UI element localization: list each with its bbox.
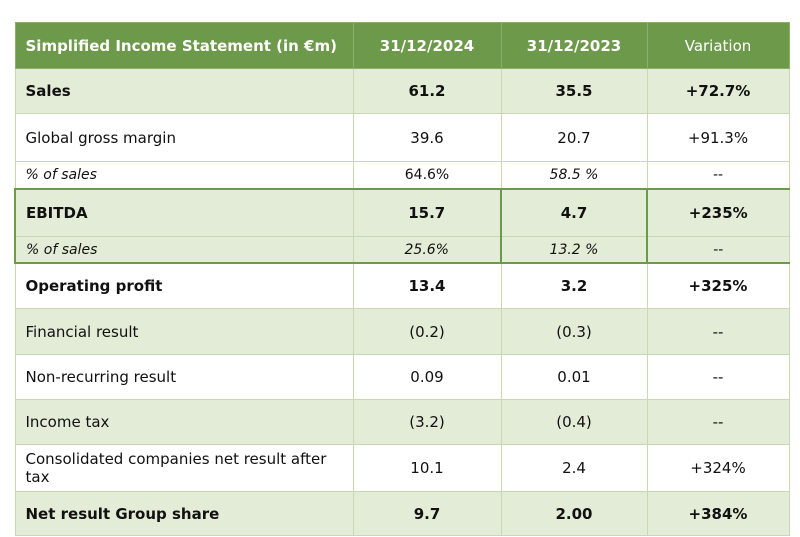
value-2023: (0.4) [500, 399, 648, 445]
variation: -- [646, 236, 790, 264]
row-label: Operating profit [14, 262, 354, 309]
value-2023: 58.5 % [500, 161, 648, 190]
value-2023: 0.01 [500, 354, 648, 400]
header-2024: 31/12/2024 [352, 22, 502, 69]
variation: -- [646, 354, 790, 400]
row-label: % of sales [14, 236, 354, 264]
value-2024: 9.7 [352, 491, 502, 536]
row-consolidated-net-result: Consolidated companies net result after … [14, 444, 790, 492]
variation: +384% [646, 491, 790, 536]
row-net-result-group-share: Net result Group share 9.7 2.00 +384% [14, 491, 790, 536]
value-2024: 39.6 [352, 113, 502, 162]
value-2024: 25.6% [352, 236, 502, 264]
variation: +325% [646, 262, 790, 309]
row-non-recurring: Non-recurring result 0.09 0.01 -- [14, 354, 790, 400]
income-statement-table: Simplified Income Statement (in €m) 31/1… [14, 22, 790, 536]
row-label: Financial result [14, 308, 354, 355]
row-label: Global gross margin [14, 113, 354, 162]
row-label: Sales [14, 68, 354, 114]
value-2024: 0.09 [352, 354, 502, 400]
row-label: Income tax [14, 399, 354, 445]
value-2024: 10.1 [352, 444, 502, 492]
value-2024: (3.2) [352, 399, 502, 445]
value-2023: 4.7 [500, 188, 648, 237]
header-variation: Variation [646, 22, 790, 69]
row-label: Net result Group share [14, 491, 354, 536]
value-2024: (0.2) [352, 308, 502, 355]
value-2023: 13.2 % [500, 236, 648, 264]
value-2024: 64.6% [352, 161, 502, 190]
variation: -- [646, 308, 790, 355]
value-2023: 2.4 [500, 444, 648, 492]
variation: +72.7% [646, 68, 790, 114]
value-2023: 2.00 [500, 491, 648, 536]
row-ebitda: EBITDA 15.7 4.7 +235% [14, 188, 790, 237]
row-operating-profit: Operating profit 13.4 3.2 +325% [14, 262, 790, 309]
row-gross-margin: Global gross margin 39.6 20.7 +91.3% [14, 113, 790, 162]
row-sales: Sales 61.2 35.5 +72.7% [14, 68, 790, 114]
value-2024: 13.4 [352, 262, 502, 309]
table-header-row: Simplified Income Statement (in €m) 31/1… [14, 22, 790, 69]
row-label: Non-recurring result [14, 354, 354, 400]
value-2024: 61.2 [352, 68, 502, 114]
row-label: EBITDA [14, 188, 354, 237]
row-label: % of sales [14, 161, 354, 190]
variation: +235% [646, 188, 790, 237]
row-ebitda-pct: % of sales 25.6% 13.2 % -- [14, 236, 790, 264]
value-2024: 15.7 [352, 188, 502, 237]
row-income-tax: Income tax (3.2) (0.4) -- [14, 399, 790, 445]
row-gross-margin-pct: % of sales 64.6% 58.5 % -- [14, 161, 790, 190]
variation: +91.3% [646, 113, 790, 162]
row-label: Consolidated companies net result after … [14, 444, 354, 492]
variation: -- [646, 399, 790, 445]
value-2023: 35.5 [500, 68, 648, 114]
value-2023: 3.2 [500, 262, 648, 309]
row-financial-result: Financial result (0.2) (0.3) -- [14, 308, 790, 355]
variation: +324% [646, 444, 790, 492]
income-statement-table-wrapper: Simplified Income Statement (in €m) 31/1… [14, 22, 790, 536]
value-2023: 20.7 [500, 113, 648, 162]
value-2023: (0.3) [500, 308, 648, 355]
header-2023: 31/12/2023 [500, 22, 648, 69]
header-title: Simplified Income Statement (in €m) [14, 22, 354, 69]
variation: -- [646, 161, 790, 190]
